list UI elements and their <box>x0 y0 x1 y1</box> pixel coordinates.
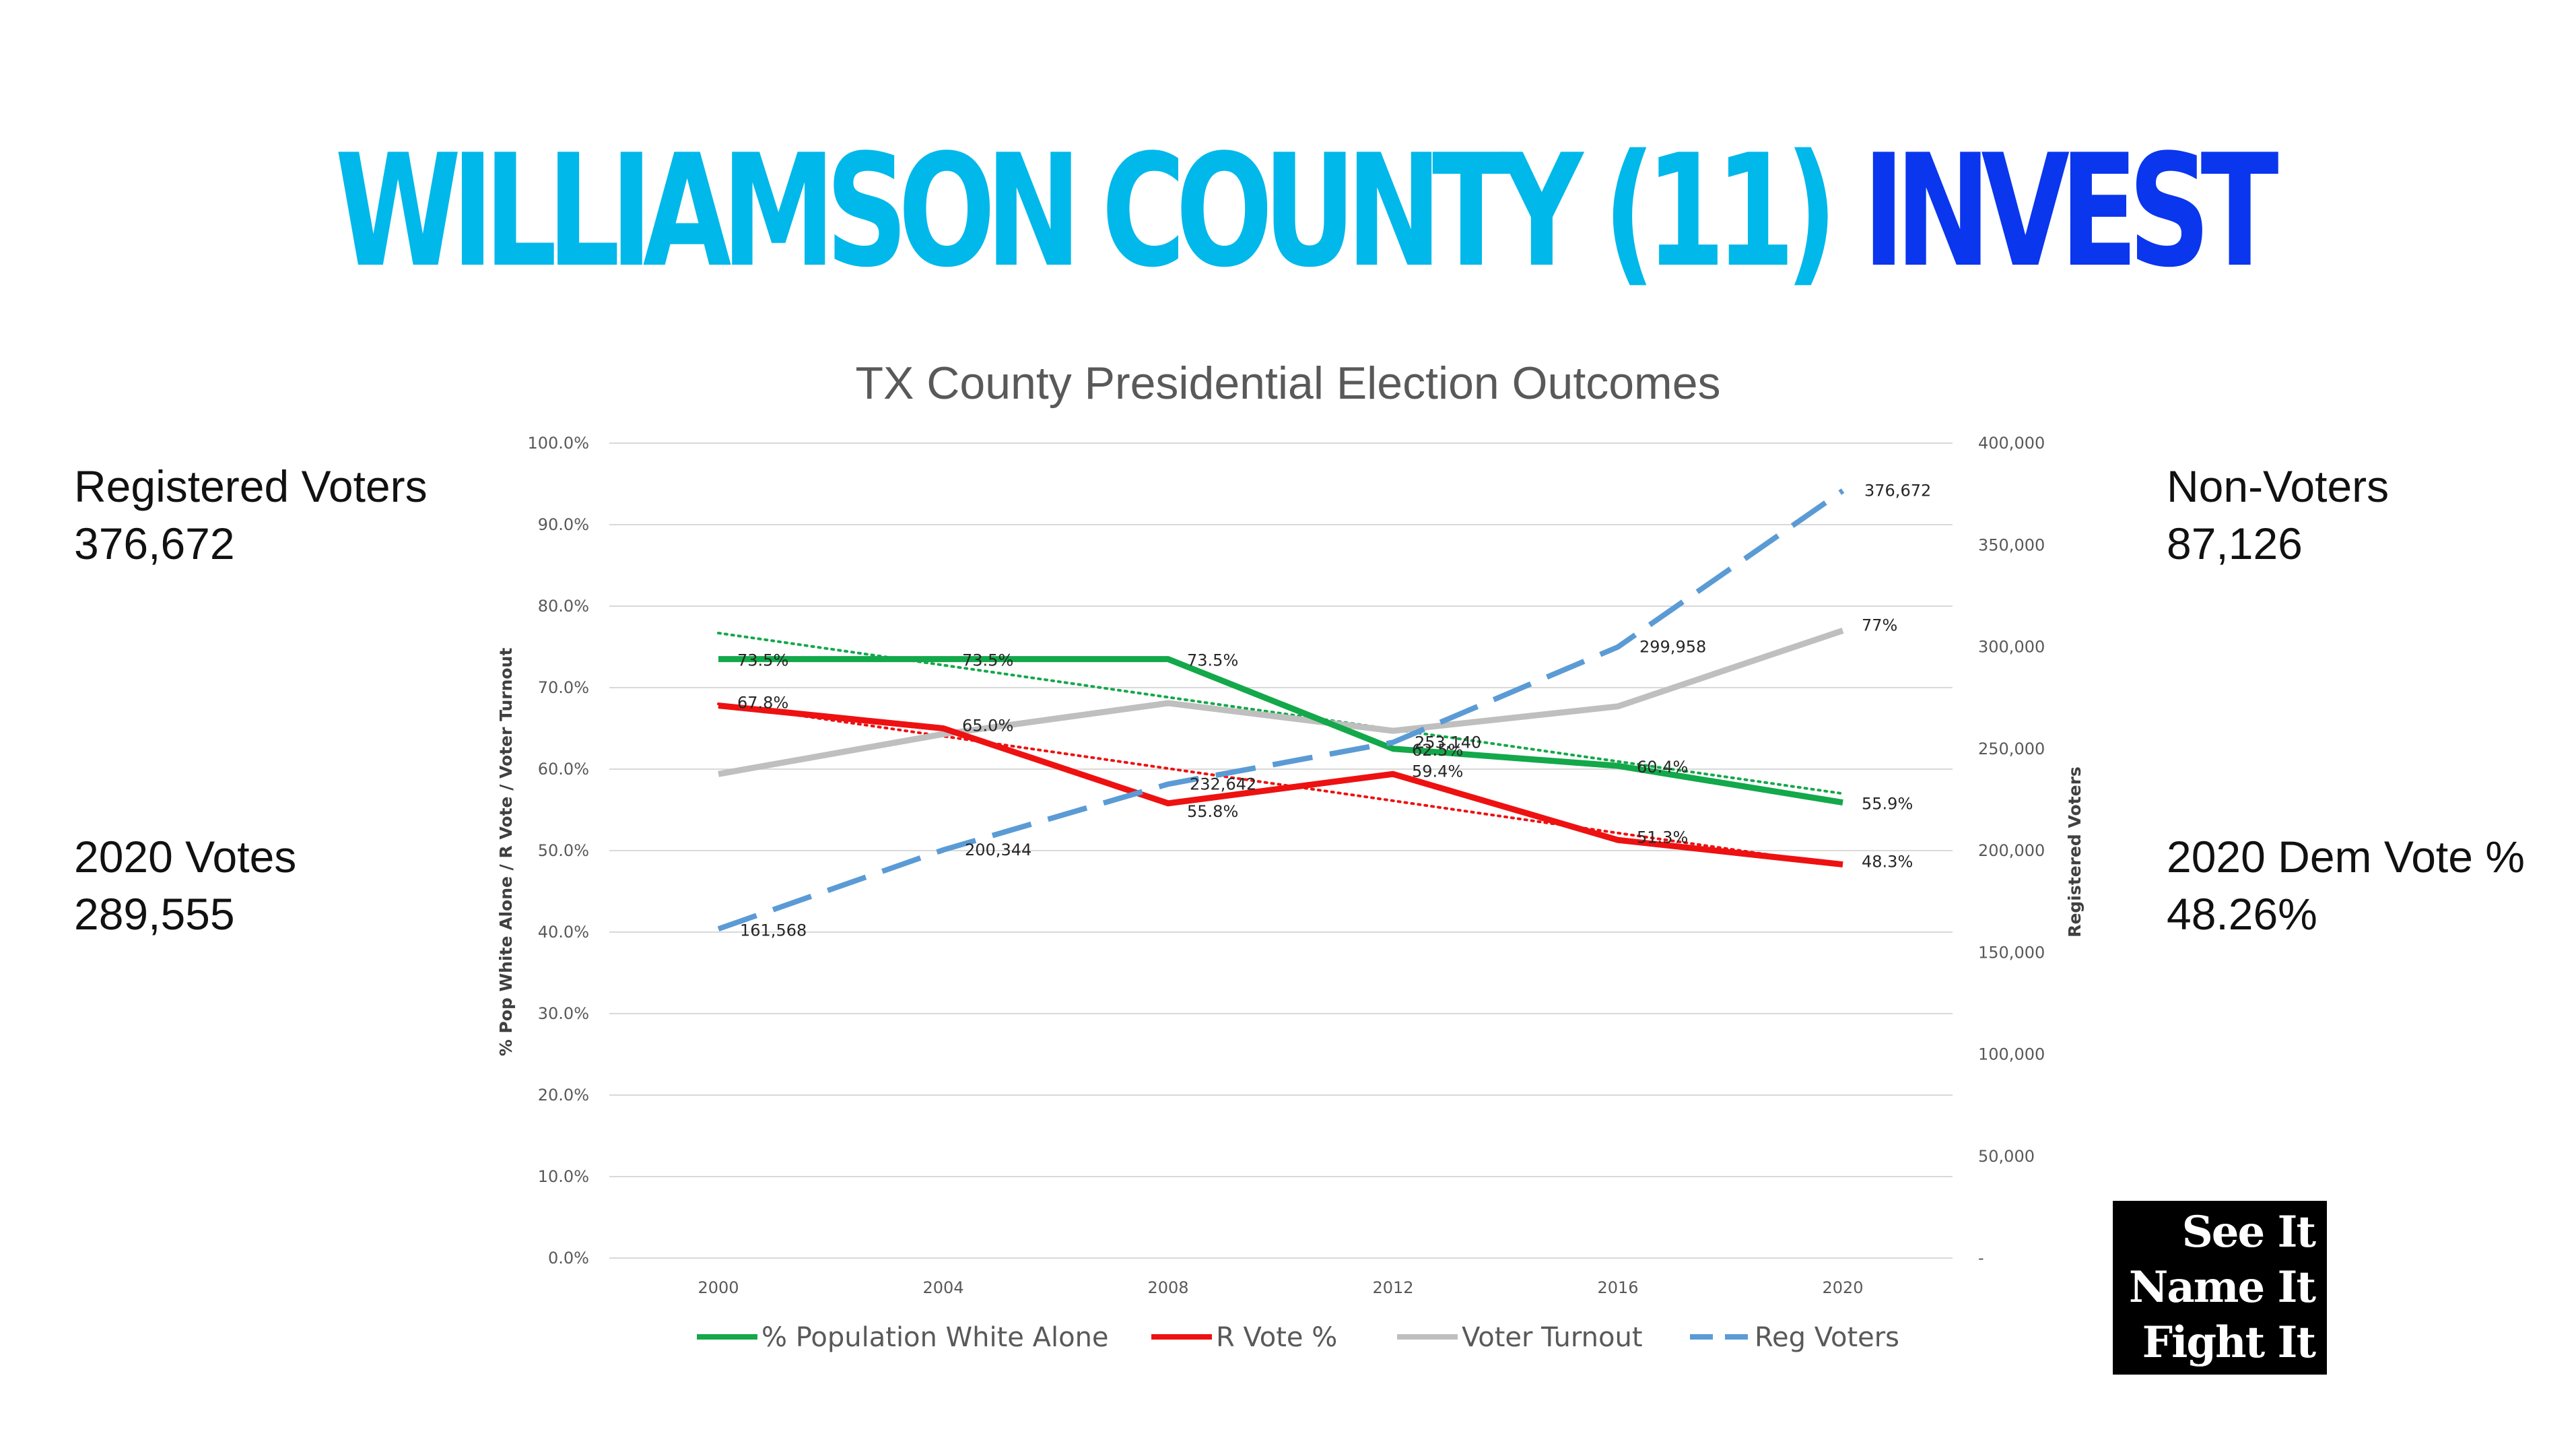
y2-tick-label: 50,000 <box>1978 1147 2035 1166</box>
data-label: 55.9% <box>1862 795 1913 814</box>
logo-line-1: See It <box>2181 1207 2316 1257</box>
x-tick-label: 2016 <box>1597 1278 1638 1297</box>
legend-label-r-vote: R Vote % <box>1216 1322 1337 1353</box>
data-label: 60.4% <box>1637 758 1688 777</box>
dem-vote-2020-stat: 2020 Dem Vote % 48.26% <box>2167 828 2525 943</box>
x-tick-label: 2008 <box>1147 1278 1188 1297</box>
data-label: 65.0% <box>962 717 1013 735</box>
data-label: 67.8% <box>737 694 788 713</box>
non-voters-stat: Non-Voters 87,126 <box>2167 458 2389 572</box>
legend-label-reg-voters: Reg Voters <box>1755 1322 1899 1353</box>
y-tick-label: 60.0% <box>538 760 589 779</box>
x-tick-label: 2000 <box>698 1278 739 1297</box>
data-label: 51.3% <box>1637 828 1688 847</box>
x-tick-label: 2012 <box>1372 1278 1413 1297</box>
y-tick-label: 50.0% <box>538 841 589 860</box>
votes-2020-stat: 2020 Votes 289,555 <box>74 828 296 943</box>
y2-tick-label: 100,000 <box>1978 1045 2045 1064</box>
y2-tick-label: - <box>1978 1249 1984 1268</box>
non-voters-label: Non-Voters <box>2167 461 2389 511</box>
registered-voters-stat: Registered Voters 376,672 <box>74 458 428 572</box>
data-label: 376,672 <box>1864 482 1931 500</box>
trendline-2 <box>717 702 1844 867</box>
data-label: 73.5% <box>1187 651 1238 670</box>
x-tick-label: 2020 <box>1822 1278 1863 1297</box>
data-label: 48.3% <box>1862 853 1913 871</box>
series-line-r-vote <box>718 702 1843 868</box>
series-line-reg-voters <box>717 488 1845 932</box>
y-tick-label: 0.0% <box>548 1249 589 1268</box>
headline-county: WILLIAMSON COUNTY (11) <box>335 122 1837 302</box>
non-voters-value: 87,126 <box>2167 519 2303 568</box>
dem-vote-2020-value: 48.26% <box>2167 889 2317 939</box>
y2-tick-label: 400,000 <box>1978 434 2045 453</box>
data-label: 77% <box>1862 616 1897 634</box>
data-label: 73.5% <box>962 651 1013 670</box>
y-tick-label: 100.0% <box>527 434 589 453</box>
y2-tick-label: 150,000 <box>1978 943 2045 962</box>
registered-voters-value: 376,672 <box>74 519 235 568</box>
votes-2020-value: 289,555 <box>74 889 235 939</box>
data-label: 73.5% <box>737 651 788 670</box>
registered-voters-label: Registered Voters <box>74 461 428 511</box>
y-tick-label: 20.0% <box>538 1086 589 1105</box>
data-label: 62.5% <box>1412 741 1463 760</box>
data-label: 55.8% <box>1187 802 1238 821</box>
x-tick-label: 2004 <box>922 1278 963 1297</box>
y-tick-label: 40.0% <box>538 923 589 942</box>
data-label: 200,344 <box>965 841 1031 859</box>
legend-label-population-white-alone: % Population White Alone <box>761 1322 1109 1353</box>
y-tick-label: 90.0% <box>538 515 589 534</box>
y-axis-label: % Pop White Alone / R Vote / Voter Turno… <box>496 648 516 1057</box>
logo-line-3: Fight It <box>2142 1317 2316 1368</box>
y2-tick-label: 250,000 <box>1978 739 2045 758</box>
logo-line-2: Name It <box>2128 1262 2316 1313</box>
y-tick-label: 10.0% <box>538 1167 589 1186</box>
data-label: 253,140 <box>1415 733 1481 752</box>
data-label: 299,958 <box>1639 638 1706 657</box>
y2-tick-label: 300,000 <box>1978 638 2045 657</box>
data-label: 59.4% <box>1412 762 1463 781</box>
data-label: 232,642 <box>1190 775 1256 793</box>
chart-title: TX County Presidential Election Outcomes <box>855 358 1720 409</box>
see-it-name-it-fight-it-logo: See It Name It Fight It <box>2113 1201 2327 1375</box>
y2-tick-label: 350,000 <box>1978 535 2045 554</box>
data-label: 161,568 <box>740 921 807 940</box>
y-tick-label: 30.0% <box>538 1004 589 1023</box>
y2-axis-label: Registered Voters <box>2065 766 2084 937</box>
y2-tick-label: 200,000 <box>1978 841 2045 860</box>
dem-vote-2020-label: 2020 Dem Vote % <box>2167 832 2525 882</box>
series-line-population-white-alone <box>718 656 1843 806</box>
headline-invest: INVEST <box>1862 122 2278 302</box>
series-line-voter-turnout <box>718 628 1844 777</box>
headline: WILLIAMSON COUNTY (11) INVEST <box>335 121 2278 303</box>
y-tick-label: 70.0% <box>538 678 589 697</box>
y-tick-label: 80.0% <box>538 597 589 616</box>
votes-2020-label: 2020 Votes <box>74 832 297 882</box>
legend-label-voter-turnout: Voter Turnout <box>1462 1322 1643 1353</box>
